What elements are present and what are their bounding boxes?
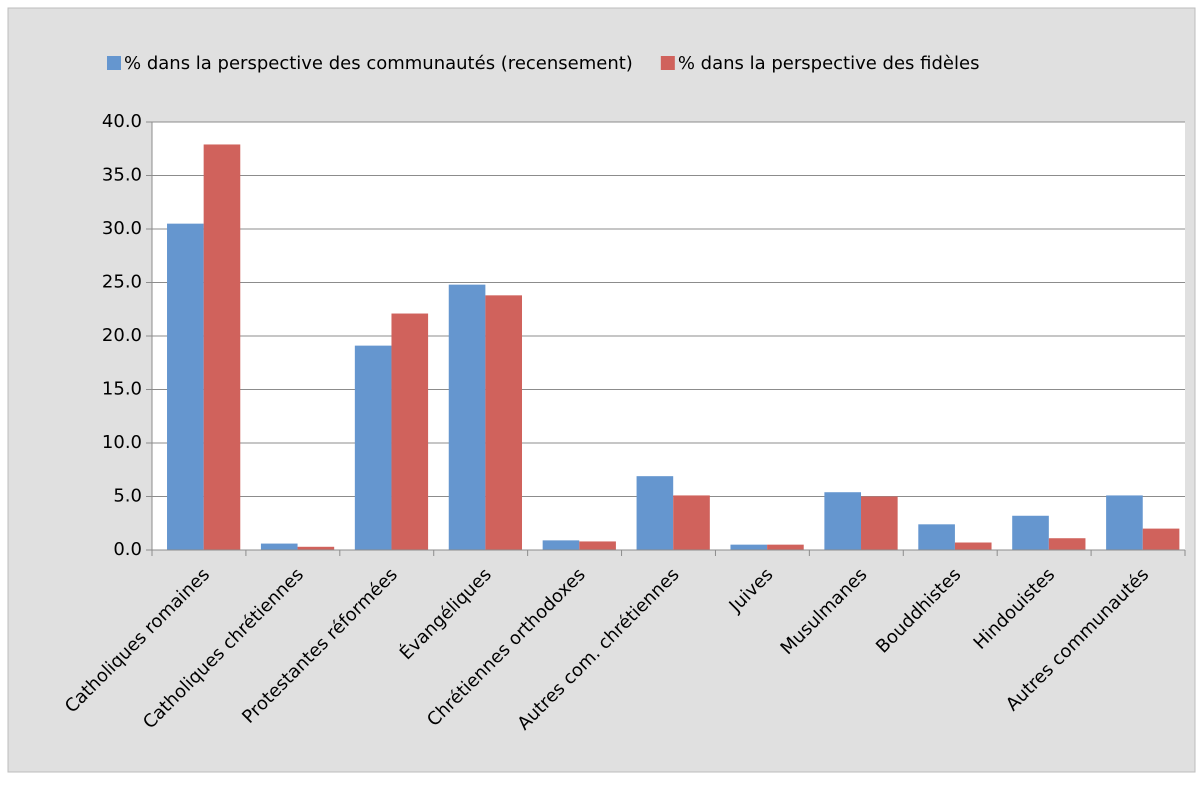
bar xyxy=(767,544,804,550)
y-tick-label: 0.0 xyxy=(113,539,142,560)
legend-label: % dans la perspective des fidèles xyxy=(678,53,980,74)
bar xyxy=(167,223,204,550)
bar xyxy=(391,313,429,550)
bar xyxy=(542,540,580,550)
y-tick-label: 20.0 xyxy=(102,325,142,346)
y-tick-label: 10.0 xyxy=(102,432,142,453)
bar xyxy=(1142,528,1180,550)
bar xyxy=(260,543,298,550)
bar xyxy=(918,524,955,550)
bar xyxy=(673,495,710,550)
bar xyxy=(203,144,241,550)
legend-swatch xyxy=(660,56,675,70)
y-tick-label: 40.0 xyxy=(102,111,142,132)
y-tick-label: 15.0 xyxy=(102,379,142,400)
bar xyxy=(861,496,898,550)
bar xyxy=(1012,515,1049,550)
bar xyxy=(448,284,486,550)
bar xyxy=(485,295,523,550)
y-tick-label: 35.0 xyxy=(102,165,142,186)
bar xyxy=(954,542,992,550)
bar xyxy=(297,546,335,550)
y-tick-label: 5.0 xyxy=(113,486,142,507)
bar xyxy=(354,345,392,550)
bar xyxy=(824,492,862,550)
bar xyxy=(730,544,768,550)
bar xyxy=(579,541,616,550)
bar xyxy=(1106,495,1143,550)
legend-swatch xyxy=(107,56,121,70)
legend-label: % dans la perspective des communautés (r… xyxy=(124,53,633,74)
y-tick-label: 25.0 xyxy=(102,272,142,293)
y-tick-label: 30.0 xyxy=(102,218,142,239)
bar xyxy=(636,476,674,550)
bar xyxy=(1048,538,1086,550)
